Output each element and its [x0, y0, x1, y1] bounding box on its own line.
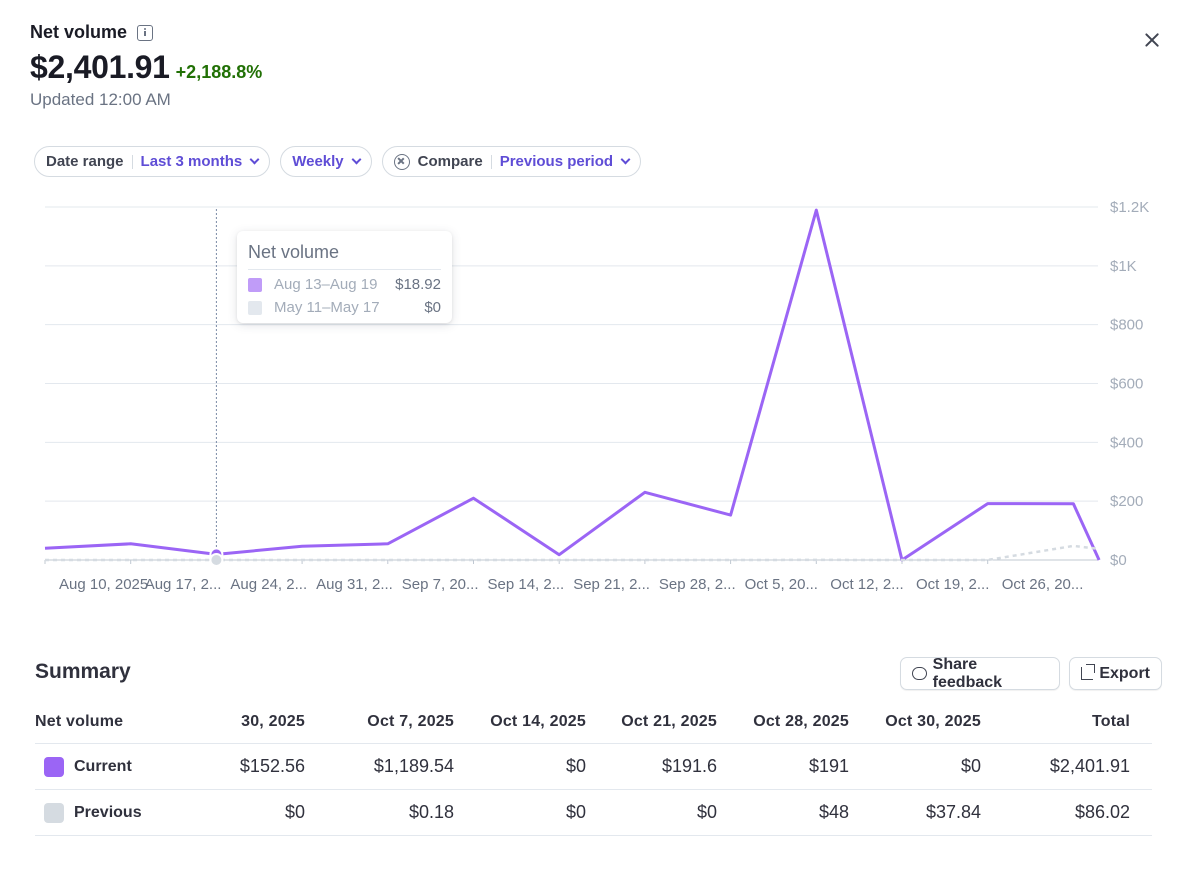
- net-volume-value: $2,401.91: [30, 49, 170, 85]
- current-swatch: [248, 277, 262, 292]
- tooltip-row-previous: May 11–May 17 $0: [248, 299, 441, 316]
- x-tick-label: Aug 31, 2...: [316, 576, 393, 593]
- column-header: 30, 2025: [241, 712, 305, 730]
- date-range-label: Date range: [46, 153, 124, 170]
- column-header: Net volume: [35, 712, 124, 730]
- series-line-current: [44, 208, 1101, 562]
- x-tick-label: Aug 10, 2025: [59, 576, 148, 593]
- export-icon: [1081, 664, 1096, 680]
- y-tick-label: $1K: [1110, 258, 1137, 275]
- y-tick-label: $1.2K: [1110, 199, 1149, 216]
- change-percent: +2,188.8%: [175, 62, 263, 82]
- filter-bar: Date range Last 3 months Weekly Compare …: [34, 146, 642, 177]
- table-row: Previous $0 $0.18 $0 $0 $48 $37.84 $86.0…: [35, 790, 1152, 836]
- interval-filter[interactable]: Weekly: [280, 146, 372, 177]
- table-cell: $152.56: [239, 756, 305, 776]
- x-tick-label: Sep 28, 2...: [659, 576, 736, 593]
- chevron-down-icon: [249, 154, 260, 165]
- table-cell: $0: [696, 802, 717, 822]
- previous-swatch: [248, 300, 262, 315]
- share-feedback-label: Share feedback: [932, 655, 1003, 691]
- table-cell: $0: [565, 802, 586, 822]
- x-tick-label: Oct 5, 20...: [745, 576, 818, 593]
- table-row: Current $152.56 $1,189.54 $0 $191.6 $191…: [35, 744, 1152, 790]
- divider: [490, 154, 492, 169]
- table-cell: $191: [808, 756, 849, 776]
- tooltip-date: Aug 13–Aug 19: [274, 276, 378, 293]
- series-line-previous: [45, 544, 1100, 562]
- table-cell: $0: [565, 756, 586, 776]
- page-title: Net volume: [30, 22, 128, 42]
- x-tick-label: Aug 17, 2...: [145, 576, 222, 593]
- export-button[interactable]: Export: [1069, 657, 1162, 690]
- row-label-text: Current: [74, 757, 132, 775]
- y-tick-label: $200: [1110, 493, 1143, 510]
- tooltip-value: $18.92: [395, 276, 441, 293]
- summary-title: Summary: [35, 660, 131, 683]
- tooltip-row-current: Aug 13–Aug 19 $18.92: [248, 276, 441, 293]
- export-label: Export: [1099, 664, 1150, 682]
- compare-filter[interactable]: Compare Previous period: [381, 146, 642, 177]
- column-header: Oct 28, 2025: [753, 712, 849, 730]
- table-cell: $0: [960, 756, 981, 776]
- date-range-filter[interactable]: Date range Last 3 months: [34, 146, 271, 177]
- info-icon[interactable]: [137, 24, 154, 41]
- column-header: Oct 30, 2025: [885, 712, 981, 730]
- tooltip-title: Net volume: [248, 242, 441, 270]
- y-tick-label: $600: [1110, 376, 1143, 393]
- row-label: Current: [35, 744, 132, 789]
- current-swatch: [44, 756, 64, 777]
- column-header: Oct 21, 2025: [621, 712, 717, 730]
- header: Net volume $2,401.91 +2,188.8% Updated 1…: [30, 22, 262, 110]
- interval-value: Weekly: [292, 153, 344, 170]
- table-cell: $1,189.54: [373, 756, 454, 776]
- x-tick-label: Sep 21, 2...: [573, 576, 650, 593]
- date-range-value: Last 3 months: [140, 153, 243, 170]
- summary-table: Net volume 30, 2025 Oct 7, 2025 Oct 14, …: [35, 700, 1152, 836]
- column-header: Oct 7, 2025: [367, 712, 454, 730]
- column-header: Oct 14, 2025: [490, 712, 586, 730]
- y-tick-label: $400: [1110, 434, 1143, 451]
- y-tick-label: $0: [1110, 552, 1127, 569]
- x-tick-label: Sep 14, 2...: [488, 576, 565, 593]
- chevron-down-icon: [351, 154, 362, 165]
- chart-tooltip: Net volume Aug 13–Aug 19 $18.92 May 11–M…: [237, 231, 452, 323]
- table-cell: $0: [284, 802, 305, 822]
- x-tick-label: Sep 7, 20...: [402, 576, 479, 593]
- share-feedback-button[interactable]: Share feedback: [900, 655, 1060, 691]
- x-tick-label: Oct 19, 2...: [916, 576, 989, 593]
- previous-swatch: [44, 802, 64, 823]
- row-label: Previous: [35, 790, 142, 835]
- table-cell: $37.84: [925, 802, 981, 822]
- table-cell: $86.02: [1074, 802, 1130, 822]
- row-label-text: Previous: [74, 803, 142, 821]
- table-cell: $0.18: [408, 802, 454, 822]
- y-tick-label: $800: [1110, 317, 1143, 334]
- hover-point-previous: [209, 553, 224, 567]
- table-header: Net volume 30, 2025 Oct 7, 2025 Oct 14, …: [35, 700, 1152, 744]
- close-icon[interactable]: [1140, 28, 1164, 52]
- chevron-down-icon: [620, 154, 631, 165]
- table-cell: $48: [818, 802, 849, 822]
- table-cell: $191.6: [661, 756, 717, 776]
- tooltip-date: May 11–May 17: [274, 299, 380, 316]
- tooltip-value: $0: [424, 299, 441, 316]
- x-tick-label: Aug 24, 2...: [230, 576, 307, 593]
- column-header: Total: [1091, 712, 1130, 730]
- x-tick-label: Oct 26, 20...: [1002, 576, 1084, 593]
- compare-label: Compare: [417, 153, 483, 170]
- compare-value: Previous period: [499, 153, 614, 170]
- divider: [131, 154, 133, 169]
- speech-bubble-icon: [912, 667, 927, 680]
- updated-time: Updated 12:00 AM: [30, 90, 171, 109]
- x-tick-label: Oct 12, 2...: [830, 576, 903, 593]
- clear-compare-icon[interactable]: [393, 153, 410, 170]
- table-cell: $2,401.91: [1049, 756, 1130, 776]
